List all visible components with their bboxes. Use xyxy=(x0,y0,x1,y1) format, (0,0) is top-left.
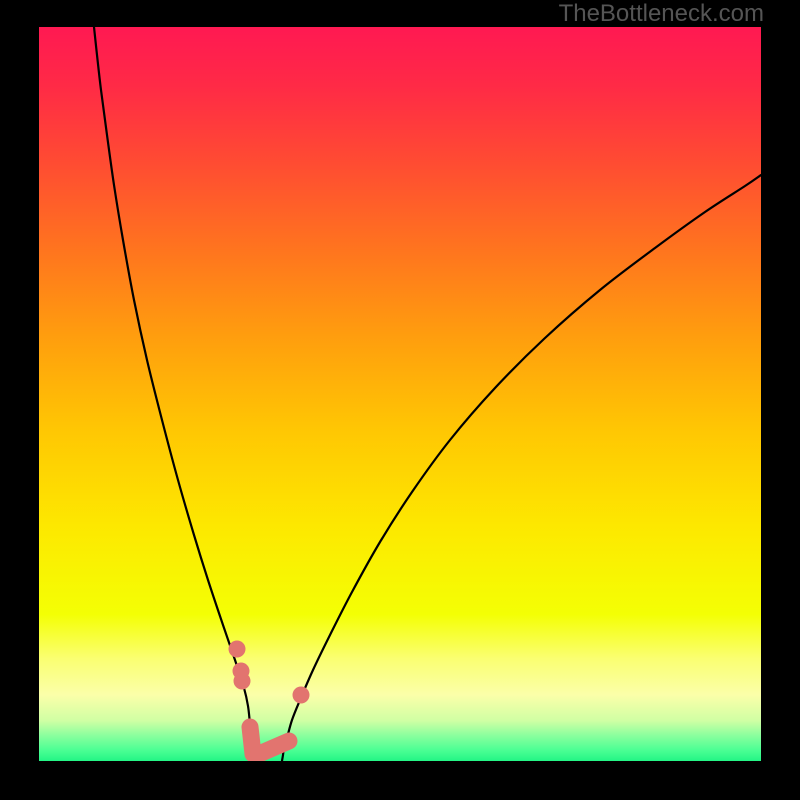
watermark-label: TheBottleneck.com xyxy=(559,0,764,28)
marker-capsule xyxy=(259,741,289,754)
marker-dot xyxy=(229,641,246,658)
marker-dot xyxy=(234,673,251,690)
marker-dot xyxy=(293,687,310,704)
chart-stage: TheBottleneck.com xyxy=(0,0,800,800)
plot-area-background xyxy=(39,27,761,761)
chart-svg xyxy=(0,0,800,800)
